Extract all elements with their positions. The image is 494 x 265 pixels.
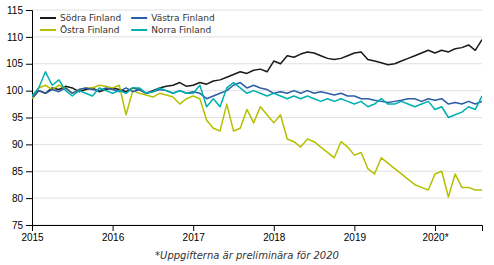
grid-line <box>32 10 482 11</box>
tick-mark <box>26 91 32 92</box>
legend-item: Södra Finland <box>40 13 121 23</box>
y-axis: 75 80 85 90 95 100 105 110 115 <box>6 5 32 231</box>
tick-mark <box>26 37 32 38</box>
tick: 2019 <box>344 225 367 243</box>
tick-label: 115 <box>7 5 23 16</box>
tick: 115 <box>7 5 32 16</box>
tick: 110 <box>7 32 32 43</box>
series-line <box>32 72 482 118</box>
x-axis: 2015 2016 2017 2018 2019 2020* <box>21 225 482 243</box>
tick-mark <box>274 225 275 231</box>
footnote: *Uppgifterna är preliminära för 2020 <box>155 250 339 261</box>
tick-label: 110 <box>7 32 23 43</box>
tick: 2020* <box>422 225 448 243</box>
grid-line <box>32 117 482 118</box>
tick: 85 <box>12 166 32 177</box>
legend-label: Södra Finland <box>60 13 121 23</box>
tick-mark <box>26 118 32 119</box>
legend-swatch <box>131 29 147 31</box>
tick-label: 2017 <box>183 232 206 243</box>
grid <box>32 10 482 225</box>
tick-mark <box>26 10 32 11</box>
legend-swatch <box>40 17 56 19</box>
tick: 90 <box>12 139 32 150</box>
tick-mark <box>354 225 355 231</box>
tick: 80 <box>12 193 32 204</box>
tick: 100 <box>6 85 32 96</box>
legend-item: Östra Finland <box>40 25 120 35</box>
tick-label: 105 <box>6 58 23 69</box>
tick-label: 2015 <box>21 232 44 243</box>
chart: 2015 2016 2017 2018 2019 2020* 75 80 85 90 95 100 10… <box>0 0 494 265</box>
tick-label: 2016 <box>102 232 125 243</box>
tick: 2018 <box>263 225 286 243</box>
tick: 105 <box>6 58 32 69</box>
tick-mark <box>435 225 436 231</box>
grid-line <box>32 63 482 64</box>
grid-line <box>32 198 482 199</box>
tick-label: 90 <box>12 139 24 150</box>
tick-label: 2020* <box>422 232 448 243</box>
axis-line <box>26 11 33 226</box>
legend-swatch <box>40 29 56 31</box>
tick-mark <box>113 225 114 231</box>
tick-mark <box>193 225 194 231</box>
tick-mark <box>26 198 32 199</box>
tick: 2016 <box>102 225 125 243</box>
tick-mark <box>26 171 32 172</box>
tick-mark <box>26 225 32 226</box>
legend-label: Västra Finland <box>151 13 214 23</box>
tick-label: 75 <box>12 220 24 231</box>
legend-swatch <box>131 17 147 19</box>
tick-label: 85 <box>12 166 24 177</box>
series-line <box>32 85 482 197</box>
legend: Södra Finland Östra Finland Västra Finland… <box>40 13 215 35</box>
grid-line <box>32 171 482 172</box>
legend-label: Norra Finland <box>151 25 211 35</box>
series-line <box>32 83 482 105</box>
tick: 2015 <box>21 225 44 243</box>
tick-mark <box>26 144 32 145</box>
tick: 2017 <box>183 225 206 243</box>
tick-mark <box>26 64 32 65</box>
tick-label: 2018 <box>263 232 286 243</box>
tick-label: 95 <box>12 112 24 123</box>
legend-item: Norra Finland <box>131 25 211 35</box>
tick-label: 100 <box>6 85 23 96</box>
tick-label: 80 <box>12 193 24 204</box>
legend-label: Östra Finland <box>60 25 120 35</box>
tick-label: 2019 <box>344 232 367 243</box>
legend-item: Västra Finland <box>131 13 214 23</box>
tick: 75 <box>12 220 32 231</box>
tick: 95 <box>12 112 32 123</box>
plot-area <box>32 40 482 197</box>
grid-line <box>32 36 482 37</box>
axis-line <box>33 226 483 232</box>
grid-line <box>32 144 482 145</box>
